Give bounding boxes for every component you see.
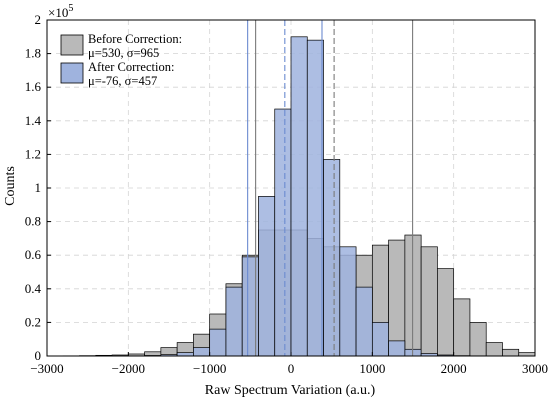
y-axis-label: Counts bbox=[3, 166, 18, 206]
y-tick-label: 1.8 bbox=[25, 46, 41, 61]
bar-after bbox=[388, 340, 406, 357]
y-tick-label: 0.4 bbox=[25, 281, 42, 296]
bar-before bbox=[453, 298, 471, 357]
stat-lines bbox=[247, 20, 414, 356]
legend-stats-before: μ=530, σ=965 bbox=[88, 46, 159, 60]
y-tick-label: 2 bbox=[35, 12, 42, 27]
y-tick-label: 1 bbox=[35, 180, 42, 195]
legend-swatch-after bbox=[60, 62, 84, 84]
bar-after bbox=[290, 36, 308, 357]
x-tick-label: 0 bbox=[288, 361, 295, 376]
x-tick-label: 1000 bbox=[359, 361, 385, 376]
y-tick-label: 1.2 bbox=[25, 146, 41, 161]
bar-after bbox=[355, 286, 373, 357]
y-tick-label: 1.6 bbox=[25, 79, 42, 94]
y-scale-exponent: 5 bbox=[68, 3, 73, 14]
bar-before bbox=[502, 348, 520, 357]
legend-label-before: Before Correction: bbox=[88, 32, 182, 46]
bar-after bbox=[193, 347, 211, 357]
y-scale-factor: ×105 bbox=[48, 3, 73, 20]
ticks: −3000 −2000 −1000 0 1000 2000 3000 0 0.2 0.4 0.6 0.… bbox=[25, 12, 548, 376]
x-axis-label: Raw Spectrum Variation (a.u.) bbox=[205, 383, 376, 398]
legend-swatch-before bbox=[60, 34, 84, 56]
bar-before bbox=[420, 246, 438, 357]
x-tick-label: 3000 bbox=[522, 361, 548, 376]
bar-after bbox=[306, 39, 324, 357]
bar-before bbox=[388, 239, 406, 357]
legend-label-after: After Correction: bbox=[88, 60, 174, 74]
bar-before bbox=[469, 322, 487, 357]
legend-stats-after: μ=-76, σ=457 bbox=[88, 74, 157, 88]
bar-before bbox=[437, 268, 455, 357]
bar-after bbox=[176, 352, 194, 357]
bar-after bbox=[371, 322, 389, 357]
bar-before bbox=[485, 342, 503, 357]
bar-after bbox=[274, 108, 292, 357]
y-tick-label: 0.2 bbox=[25, 314, 41, 329]
x-tick-label: −2000 bbox=[112, 361, 145, 376]
x-tick-label: −1000 bbox=[193, 361, 226, 376]
x-tick-label: 2000 bbox=[441, 361, 467, 376]
x-tick-label: −3000 bbox=[30, 361, 63, 376]
bar-after bbox=[209, 328, 227, 357]
bar-after bbox=[225, 286, 243, 357]
bar-after bbox=[339, 246, 357, 357]
y-tick-label: 0 bbox=[35, 348, 42, 363]
bar-after bbox=[258, 196, 276, 357]
bar-before bbox=[518, 352, 536, 357]
y-tick-label: 0.6 bbox=[25, 247, 42, 262]
y-tick-label: 0.8 bbox=[25, 214, 41, 229]
bar-after bbox=[323, 159, 341, 357]
y-tick-label: 1.4 bbox=[25, 113, 42, 128]
legend: Before Correction: μ=530, σ=965 After Co… bbox=[60, 32, 182, 88]
